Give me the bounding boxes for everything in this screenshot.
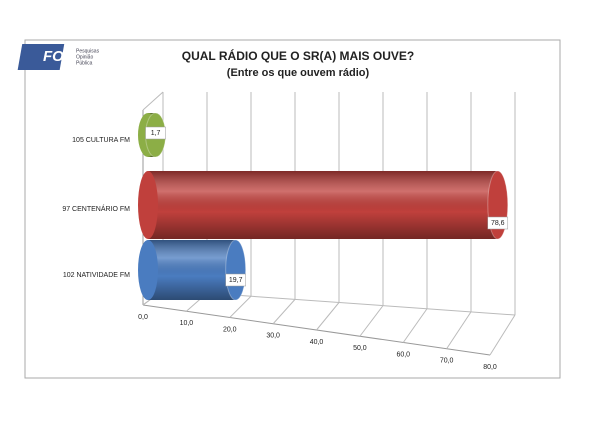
grid-line <box>316 302 340 331</box>
x-tick-label: 70,0 <box>440 358 454 365</box>
grid-line <box>359 305 384 337</box>
y-tick-label: 105 CULTURA FM <box>72 137 130 144</box>
x-tick-label: 50,0 <box>353 345 367 352</box>
x-tick-label: 30,0 <box>266 333 280 340</box>
logo: FOP Pesquisas Opinião Pública <box>17 44 100 70</box>
bar <box>138 239 247 301</box>
grid-line <box>229 295 252 318</box>
value-label-box <box>145 126 166 140</box>
chart-title: QUAL RÁDIO QUE O SR(A) MAIS OUVE? <box>182 48 414 63</box>
y-tick-label: 102 NATIVIDADE FM <box>63 272 130 279</box>
value-label: 1,7 <box>151 130 161 137</box>
grid-line <box>272 299 296 325</box>
bar-end <box>225 239 247 301</box>
x-tick-label: 40,0 <box>310 339 324 346</box>
x-tick-label: 60,0 <box>396 351 410 358</box>
x-tick-label: 0,0 <box>138 314 148 321</box>
bar-start <box>138 171 158 239</box>
logo-line: Opinião <box>76 54 93 60</box>
x-tick-label: 20,0 <box>223 326 237 333</box>
axis-line <box>142 91 164 111</box>
logo-line: Pública <box>76 60 93 66</box>
logo-box <box>17 44 65 70</box>
logo-text: FOP <box>43 48 75 65</box>
bar-shade <box>148 240 236 300</box>
value-label-box <box>225 273 246 287</box>
value-label: 78,6 <box>491 220 505 227</box>
chart-subtitle: (Entre os que ouvem rádio) <box>227 67 370 79</box>
grid-line <box>446 311 472 350</box>
bar-shade <box>148 171 498 239</box>
grid-line <box>489 314 516 356</box>
value-label-box <box>487 216 509 230</box>
y-tick-label: 97 CENTENÁRIO FM <box>62 204 130 213</box>
value-label: 19,7 <box>229 277 243 284</box>
logo-line: Pesquisas <box>76 48 100 54</box>
x-tick-label: 10,0 <box>180 320 194 327</box>
grid-line <box>402 308 428 343</box>
bar-start <box>138 240 158 300</box>
bar <box>138 170 509 240</box>
x-tick-label: 80,0 <box>483 364 497 371</box>
